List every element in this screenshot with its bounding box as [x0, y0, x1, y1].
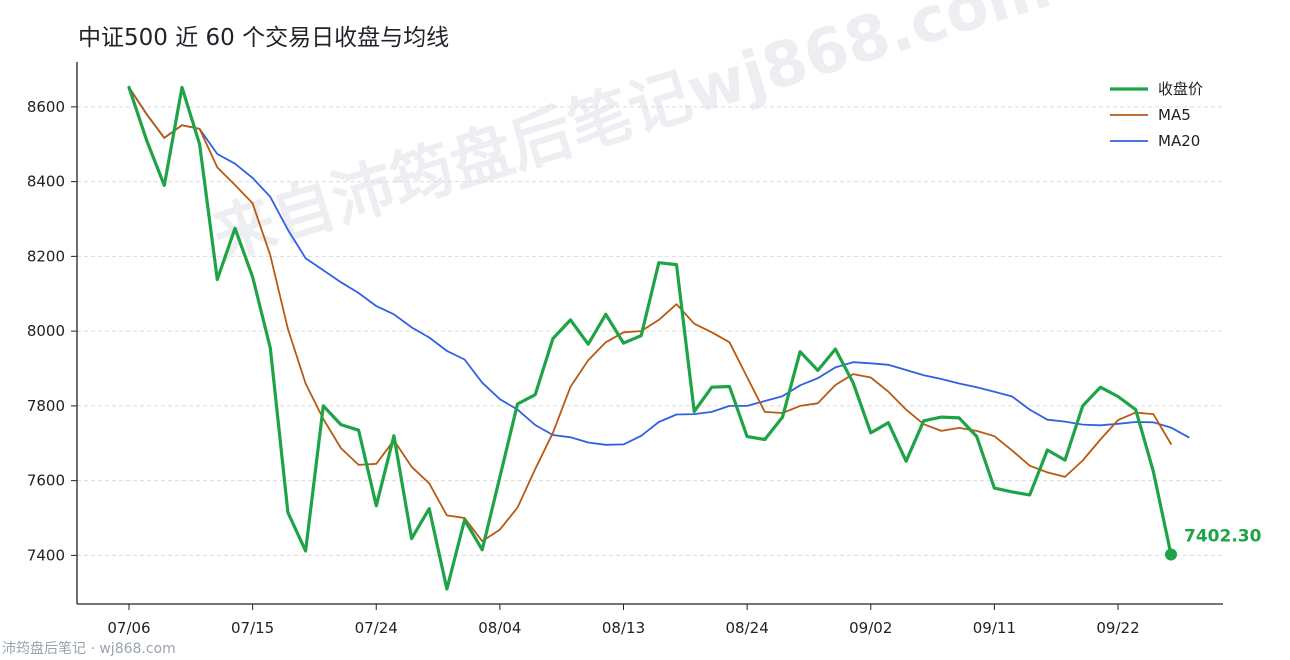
legend-label-close: 收盘价	[1158, 80, 1203, 98]
x-tick-label: 07/15	[231, 619, 274, 637]
x-tick-label: 09/22	[1096, 619, 1139, 637]
legend: 收盘价 MA5 MA20	[1110, 80, 1203, 150]
series-line-ma20	[128, 86, 1190, 446]
legend-label-ma20: MA20	[1158, 132, 1200, 150]
series-line-close	[127, 85, 1173, 591]
last-close-label: 7402.30	[1184, 527, 1262, 547]
y-tick-label: 8000	[27, 322, 65, 340]
y-tick-label: 7800	[27, 397, 65, 415]
y-tick-label: 8400	[27, 173, 65, 191]
x-tick-label: 09/11	[973, 619, 1016, 637]
y-tick-label: 7600	[27, 472, 65, 490]
axes: 7400 7600 7800 8000 8200 8400 8600 07/06 07/15 07…	[27, 62, 1223, 637]
y-tick-label: 8600	[27, 98, 65, 116]
series-lines: 7402.30	[127, 85, 1262, 591]
y-tick-label: 8200	[27, 247, 65, 265]
y-tick-label: 7400	[27, 546, 65, 564]
x-tick-label: 08/13	[602, 619, 645, 637]
x-tick-label: 09/02	[849, 619, 892, 637]
x-tick-label: 08/04	[478, 619, 521, 637]
grid-lines	[77, 106, 1223, 556]
x-tick-label: 07/24	[355, 619, 398, 637]
series-line-ma5	[128, 86, 1172, 543]
chart-title: 中证500 近 60 个交易日收盘与均线	[78, 25, 450, 51]
footer-watermark: 沛筠盘后笔记 · wj868.com	[2, 641, 176, 657]
x-tick-label: 08/24	[726, 619, 769, 637]
x-tick-label: 07/06	[107, 619, 150, 637]
last-close-marker	[1165, 548, 1177, 561]
legend-label-ma5: MA5	[1158, 106, 1191, 124]
